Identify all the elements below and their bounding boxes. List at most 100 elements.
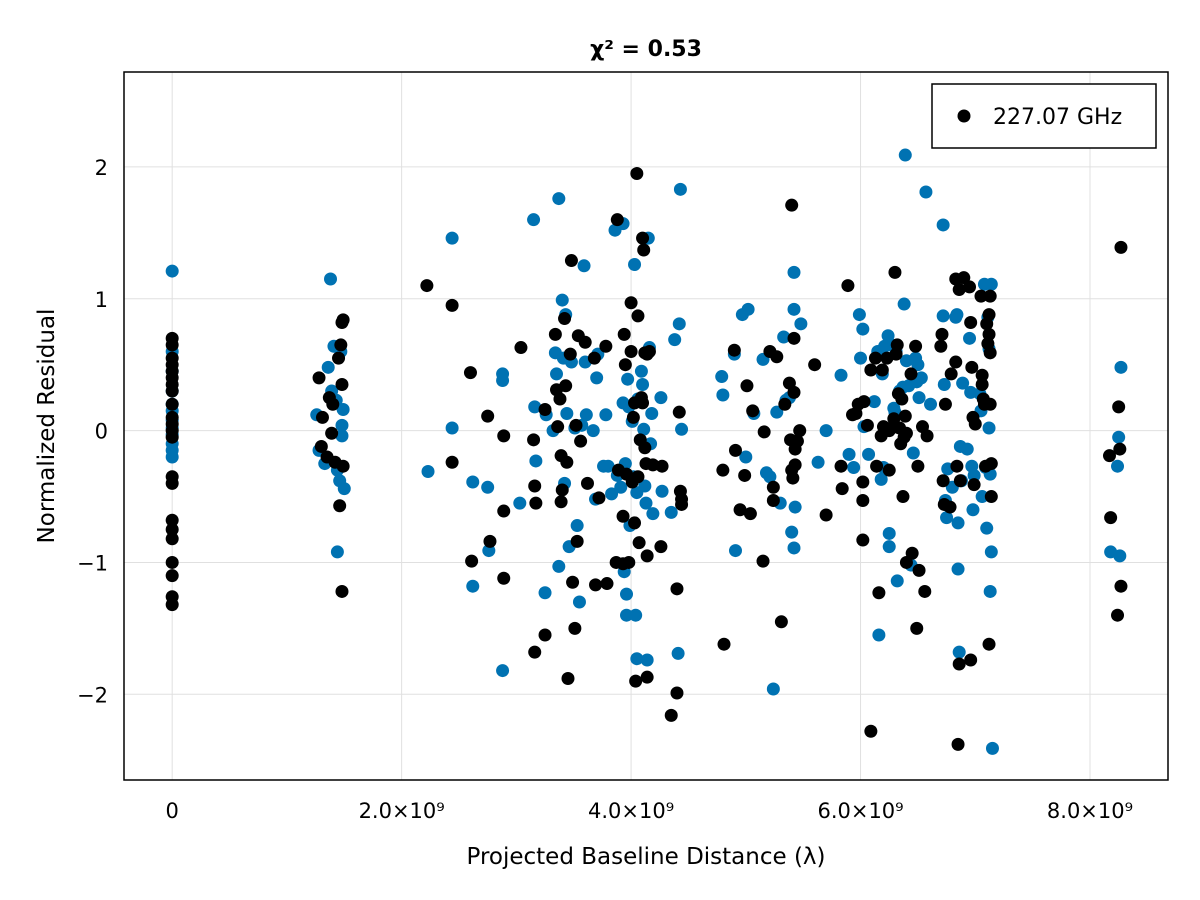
data-point bbox=[860, 418, 874, 432]
data-point bbox=[716, 463, 730, 477]
data-point bbox=[912, 563, 926, 577]
data-point bbox=[631, 470, 645, 484]
data-point bbox=[875, 363, 889, 377]
data-point bbox=[905, 546, 919, 560]
data-point bbox=[898, 409, 912, 423]
data-point bbox=[445, 455, 459, 469]
data-point bbox=[445, 231, 459, 245]
data-point bbox=[982, 327, 996, 341]
data-point bbox=[654, 391, 668, 405]
data-point bbox=[481, 409, 495, 423]
data-point bbox=[646, 507, 660, 521]
data-point bbox=[1113, 442, 1127, 456]
data-point bbox=[165, 532, 179, 546]
data-point bbox=[778, 397, 792, 411]
legend-label: 227.07 GHz bbox=[993, 105, 1122, 130]
data-point bbox=[554, 495, 568, 509]
data-point bbox=[670, 582, 684, 596]
data-point bbox=[895, 392, 909, 406]
data-point bbox=[655, 459, 669, 473]
data-point bbox=[165, 264, 179, 278]
data-point bbox=[770, 405, 784, 419]
data-point bbox=[664, 708, 678, 722]
plot-frame bbox=[123, 71, 1169, 781]
data-point bbox=[967, 478, 981, 492]
data-point bbox=[856, 493, 870, 507]
data-point bbox=[936, 218, 950, 232]
data-point bbox=[514, 341, 528, 355]
data-point bbox=[466, 475, 480, 489]
data-point bbox=[896, 490, 910, 504]
data-point bbox=[715, 370, 729, 384]
data-point bbox=[872, 586, 886, 600]
data-point bbox=[335, 429, 349, 443]
data-point bbox=[165, 476, 179, 490]
data-point bbox=[834, 368, 848, 382]
data-point bbox=[624, 296, 638, 310]
y-tick-label: −1 bbox=[77, 551, 108, 575]
data-point bbox=[914, 371, 928, 385]
data-point bbox=[617, 327, 631, 341]
data-point bbox=[975, 377, 989, 391]
data-point bbox=[936, 309, 950, 323]
data-point bbox=[330, 545, 344, 559]
data-point bbox=[728, 544, 742, 558]
data-point bbox=[906, 446, 920, 460]
data-point bbox=[882, 463, 896, 477]
data-point bbox=[577, 259, 591, 273]
data-points bbox=[165, 148, 1128, 755]
legend: 227.07 GHz bbox=[931, 83, 1157, 149]
data-point bbox=[847, 461, 861, 475]
data-point bbox=[763, 470, 777, 484]
data-point bbox=[727, 343, 741, 357]
data-point bbox=[852, 308, 866, 322]
data-point bbox=[966, 503, 980, 517]
data-point bbox=[960, 442, 974, 456]
data-point bbox=[868, 351, 882, 365]
data-point bbox=[513, 496, 527, 510]
data-point bbox=[624, 345, 638, 359]
data-point bbox=[550, 367, 564, 381]
data-point bbox=[936, 474, 950, 488]
data-point bbox=[560, 406, 574, 420]
data-point bbox=[854, 351, 868, 365]
data-point bbox=[746, 404, 760, 418]
data-point bbox=[984, 545, 998, 559]
x-tick-label: 8.0×10⁹ bbox=[1047, 799, 1133, 823]
data-point bbox=[555, 293, 569, 307]
data-point bbox=[645, 406, 659, 420]
data-point bbox=[640, 653, 654, 667]
data-point bbox=[579, 408, 593, 422]
data-point bbox=[629, 674, 643, 688]
data-point bbox=[785, 198, 799, 212]
data-point bbox=[528, 645, 542, 659]
data-point bbox=[610, 213, 624, 227]
data-point bbox=[481, 480, 495, 494]
data-point bbox=[983, 397, 997, 411]
data-point bbox=[733, 503, 747, 517]
data-point bbox=[856, 475, 870, 489]
data-point bbox=[672, 317, 686, 331]
data-point bbox=[793, 424, 807, 438]
data-point bbox=[717, 637, 731, 651]
data-point bbox=[640, 549, 654, 563]
data-point bbox=[538, 586, 552, 600]
y-tick-label: 2 bbox=[95, 156, 108, 180]
data-point bbox=[937, 377, 951, 391]
data-point bbox=[864, 724, 878, 738]
data-point bbox=[336, 403, 350, 417]
data-point bbox=[951, 516, 965, 530]
data-point bbox=[909, 339, 923, 353]
x-tick-label: 4.0×10⁹ bbox=[588, 799, 674, 823]
data-point bbox=[636, 396, 650, 410]
data-point bbox=[856, 322, 870, 336]
data-point bbox=[934, 339, 948, 353]
data-point bbox=[631, 309, 645, 323]
data-point bbox=[1111, 459, 1125, 473]
data-point bbox=[630, 652, 644, 666]
data-point bbox=[728, 443, 742, 457]
data-point bbox=[985, 741, 999, 755]
data-point bbox=[165, 569, 179, 583]
data-point bbox=[165, 598, 179, 612]
